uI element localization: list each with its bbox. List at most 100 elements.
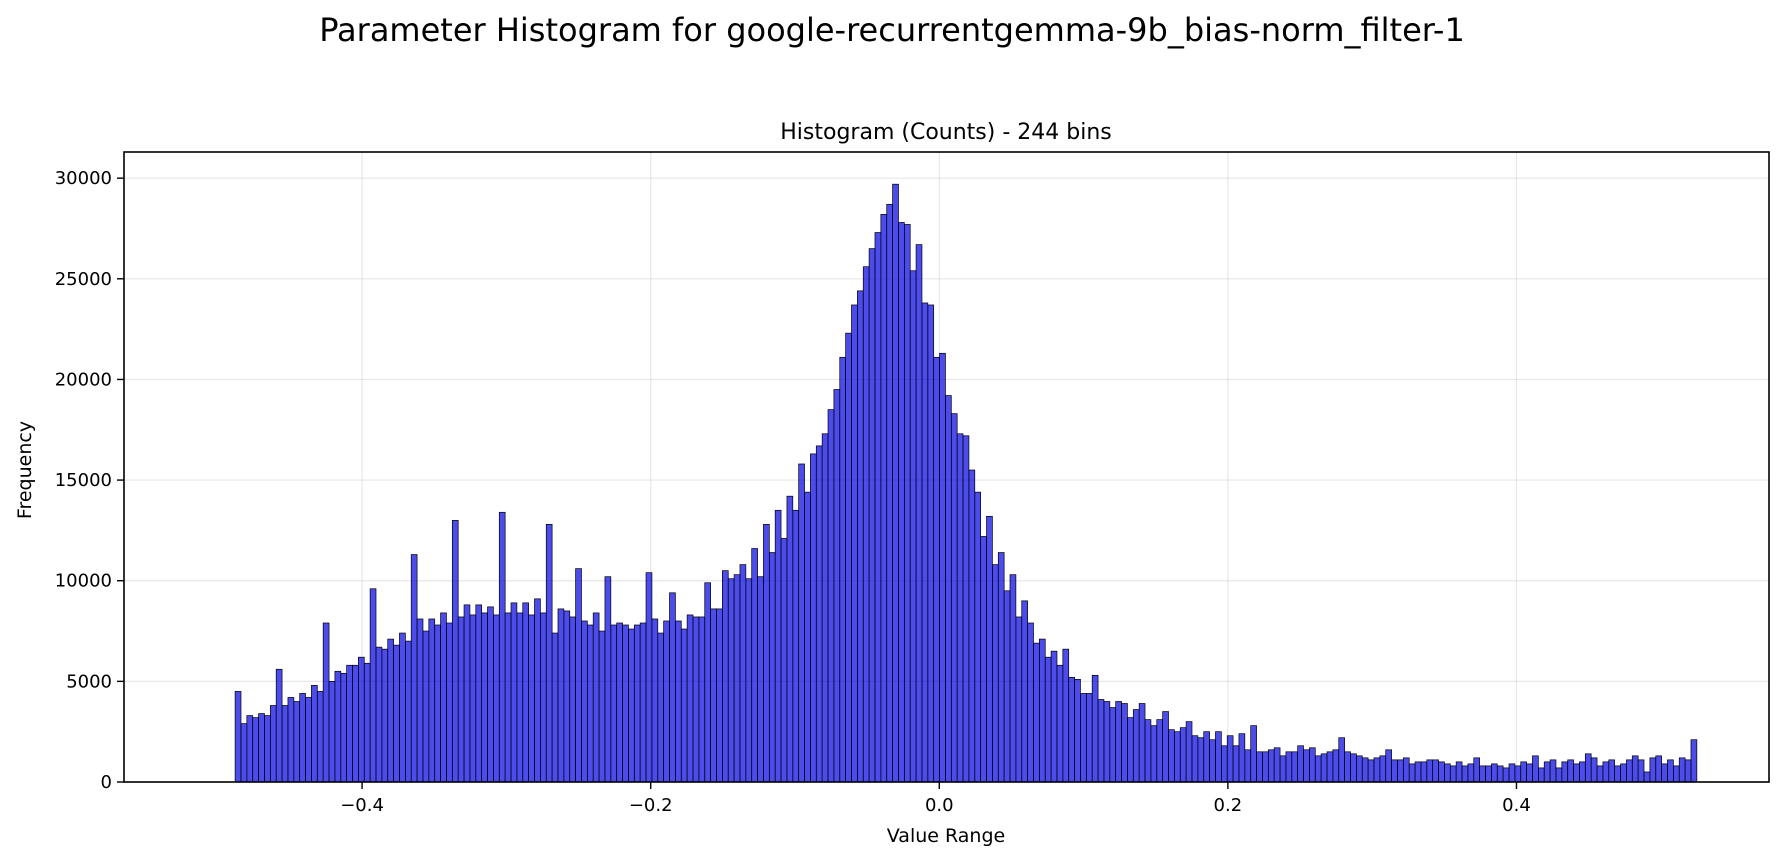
histogram-bar [839, 356, 846, 783]
histogram-bar [264, 715, 271, 783]
histogram-bar [1150, 725, 1158, 783]
histogram-bar [1144, 719, 1152, 783]
histogram-bar [821, 433, 829, 783]
y-tick-label: 15000 [55, 470, 112, 491]
histogram-bar [786, 495, 794, 783]
histogram-bar [933, 356, 940, 783]
x-tick-label: 0.0 [925, 795, 954, 816]
y-tick-label: 25000 [55, 269, 112, 290]
histogram-bar [299, 693, 306, 783]
histogram-bar [727, 578, 735, 783]
histogram-bar [469, 614, 477, 783]
histogram-bar [1338, 737, 1345, 783]
histogram-bar [1690, 739, 1698, 783]
histogram-bar [1496, 765, 1504, 783]
histogram-bar [686, 614, 694, 783]
histogram-bar [622, 624, 629, 783]
histogram-bar [1620, 763, 1627, 783]
histogram-bar [569, 616, 576, 783]
histogram-bar [1174, 731, 1181, 783]
histogram-bar [557, 608, 565, 783]
histogram-bar [1309, 747, 1316, 783]
histogram-bar [1485, 765, 1492, 783]
histogram-bar [992, 564, 999, 783]
histogram-bar [962, 435, 970, 783]
plot-frame [123, 151, 1770, 783]
histogram-bar [598, 630, 606, 783]
histogram-bar [563, 610, 571, 783]
histogram-bar [956, 433, 964, 783]
histogram-bar [980, 536, 987, 783]
histogram-bar [340, 672, 347, 783]
histogram-bar [481, 612, 488, 783]
histogram-bar [1115, 701, 1122, 783]
histogram-bar [1508, 763, 1516, 783]
histogram-bar [1344, 751, 1351, 783]
histogram-bar [504, 612, 512, 783]
histogram-bar [1226, 735, 1234, 783]
histogram-bar [927, 304, 935, 783]
histogram-bar [322, 622, 330, 783]
histogram-bar [751, 548, 758, 783]
figure-title: Parameter Histogram for google-recurrent… [319, 11, 1465, 49]
histogram-bar [446, 622, 453, 783]
histogram-bar [1479, 765, 1486, 783]
histogram-bar [610, 624, 618, 783]
histogram-bar [305, 697, 312, 783]
histogram-bar [915, 244, 923, 783]
histogram-bar [522, 602, 529, 783]
histogram-bar [1168, 729, 1175, 783]
histogram-bar [234, 691, 242, 783]
histogram-bar [1074, 678, 1081, 783]
histogram-bar [1667, 759, 1674, 783]
histogram-bar [633, 624, 641, 783]
histogram-bar [540, 612, 547, 783]
histogram-bar [493, 614, 500, 783]
histogram-bar [886, 203, 893, 783]
histogram-bar [399, 632, 406, 783]
histogram-bar [986, 515, 993, 783]
histogram-bar [498, 511, 506, 783]
histogram-bar [1673, 765, 1680, 783]
histogram-bar [592, 612, 600, 783]
histogram-bar [669, 592, 676, 783]
histogram-bar [1432, 759, 1439, 783]
histogram-bar [663, 620, 670, 783]
histogram-bar [1626, 759, 1633, 783]
histogram-bar [774, 509, 782, 783]
histogram-bar [1080, 693, 1087, 783]
histogram-bar [1373, 757, 1381, 783]
histogram-bar [757, 576, 764, 783]
histogram-bar [704, 582, 711, 783]
histogram-bar [586, 624, 594, 783]
histogram-bar [874, 232, 882, 783]
histogram-bar [1085, 693, 1093, 783]
histogram-bar [434, 624, 441, 783]
histogram-bar [281, 705, 289, 783]
histogram-bar [1590, 757, 1598, 783]
histogram-bar [1203, 731, 1210, 783]
histogram-bar [1367, 759, 1375, 783]
histogram-bar [1661, 763, 1668, 783]
histogram-bar [1631, 755, 1639, 783]
histogram-bar [1449, 765, 1457, 783]
histogram-bar [1244, 749, 1252, 783]
histogram-bar [780, 538, 788, 783]
histogram-bar [1678, 757, 1686, 783]
histogram-bar [845, 332, 852, 783]
histogram-bar [745, 578, 753, 783]
histogram-bar [604, 576, 612, 783]
histogram-bar [246, 715, 254, 783]
histogram-bar [810, 453, 817, 783]
histogram-bar [1132, 709, 1140, 783]
histogram-bar [833, 389, 841, 783]
histogram-bar [1056, 664, 1064, 783]
histogram-bar [1561, 761, 1569, 783]
histogram-bar [1444, 763, 1451, 783]
histogram-bar [997, 552, 1005, 783]
histogram-bar [363, 662, 371, 783]
x-tick-label: 0.4 [1502, 795, 1531, 816]
histogram-bar [1191, 735, 1199, 783]
histogram-bar [851, 304, 858, 783]
histogram-bar [1408, 763, 1416, 783]
